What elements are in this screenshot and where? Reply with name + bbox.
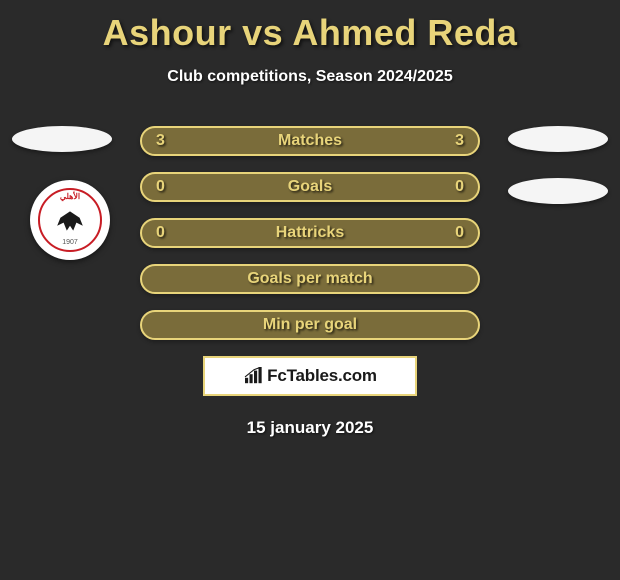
stat-right-value: 3 — [444, 132, 464, 150]
stat-row: Min per goal — [140, 310, 480, 340]
player-slot-right-2 — [508, 178, 608, 204]
stat-label: Goals — [288, 178, 332, 196]
subtitle: Club competitions, Season 2024/2025 — [0, 68, 620, 86]
stat-row: 0 Goals 0 — [140, 172, 480, 202]
stat-rows: 3 Matches 3 0 Goals 0 0 Hattricks 0 Goal… — [140, 126, 480, 340]
stat-right-value: 0 — [444, 178, 464, 196]
stat-row: 0 Hattricks 0 — [140, 218, 480, 248]
branding-box: FcTables.com — [203, 356, 417, 396]
club-badge: الأهلي 1907 — [30, 180, 110, 260]
club-badge-year: 1907 — [62, 239, 78, 246]
stat-left-value: 0 — [156, 224, 176, 242]
stat-row: Goals per match — [140, 264, 480, 294]
club-badge-inner: الأهلي 1907 — [38, 188, 102, 252]
stat-label: Matches — [278, 132, 342, 150]
club-badge-name: الأهلي — [60, 192, 80, 201]
stat-left-value: 0 — [156, 178, 176, 196]
stat-row: 3 Matches 3 — [140, 126, 480, 156]
stat-right-value: 0 — [444, 224, 464, 242]
comparison-panel: الأهلي 1907 3 Matches 3 0 Goals 0 0 Hatt… — [0, 126, 620, 438]
eagle-icon — [54, 208, 86, 234]
stat-label: Hattricks — [276, 224, 344, 242]
stat-left-value: 3 — [156, 132, 176, 150]
date-text: 15 january 2025 — [0, 418, 620, 438]
stat-label: Goals per match — [247, 270, 372, 288]
bar-chart-icon — [243, 367, 265, 385]
stat-label: Min per goal — [263, 316, 357, 334]
player-slot-left — [12, 126, 112, 152]
page-title: Ashour vs Ahmed Reda — [0, 0, 620, 54]
branding-text: FcTables.com — [267, 366, 377, 386]
player-slot-right-1 — [508, 126, 608, 152]
